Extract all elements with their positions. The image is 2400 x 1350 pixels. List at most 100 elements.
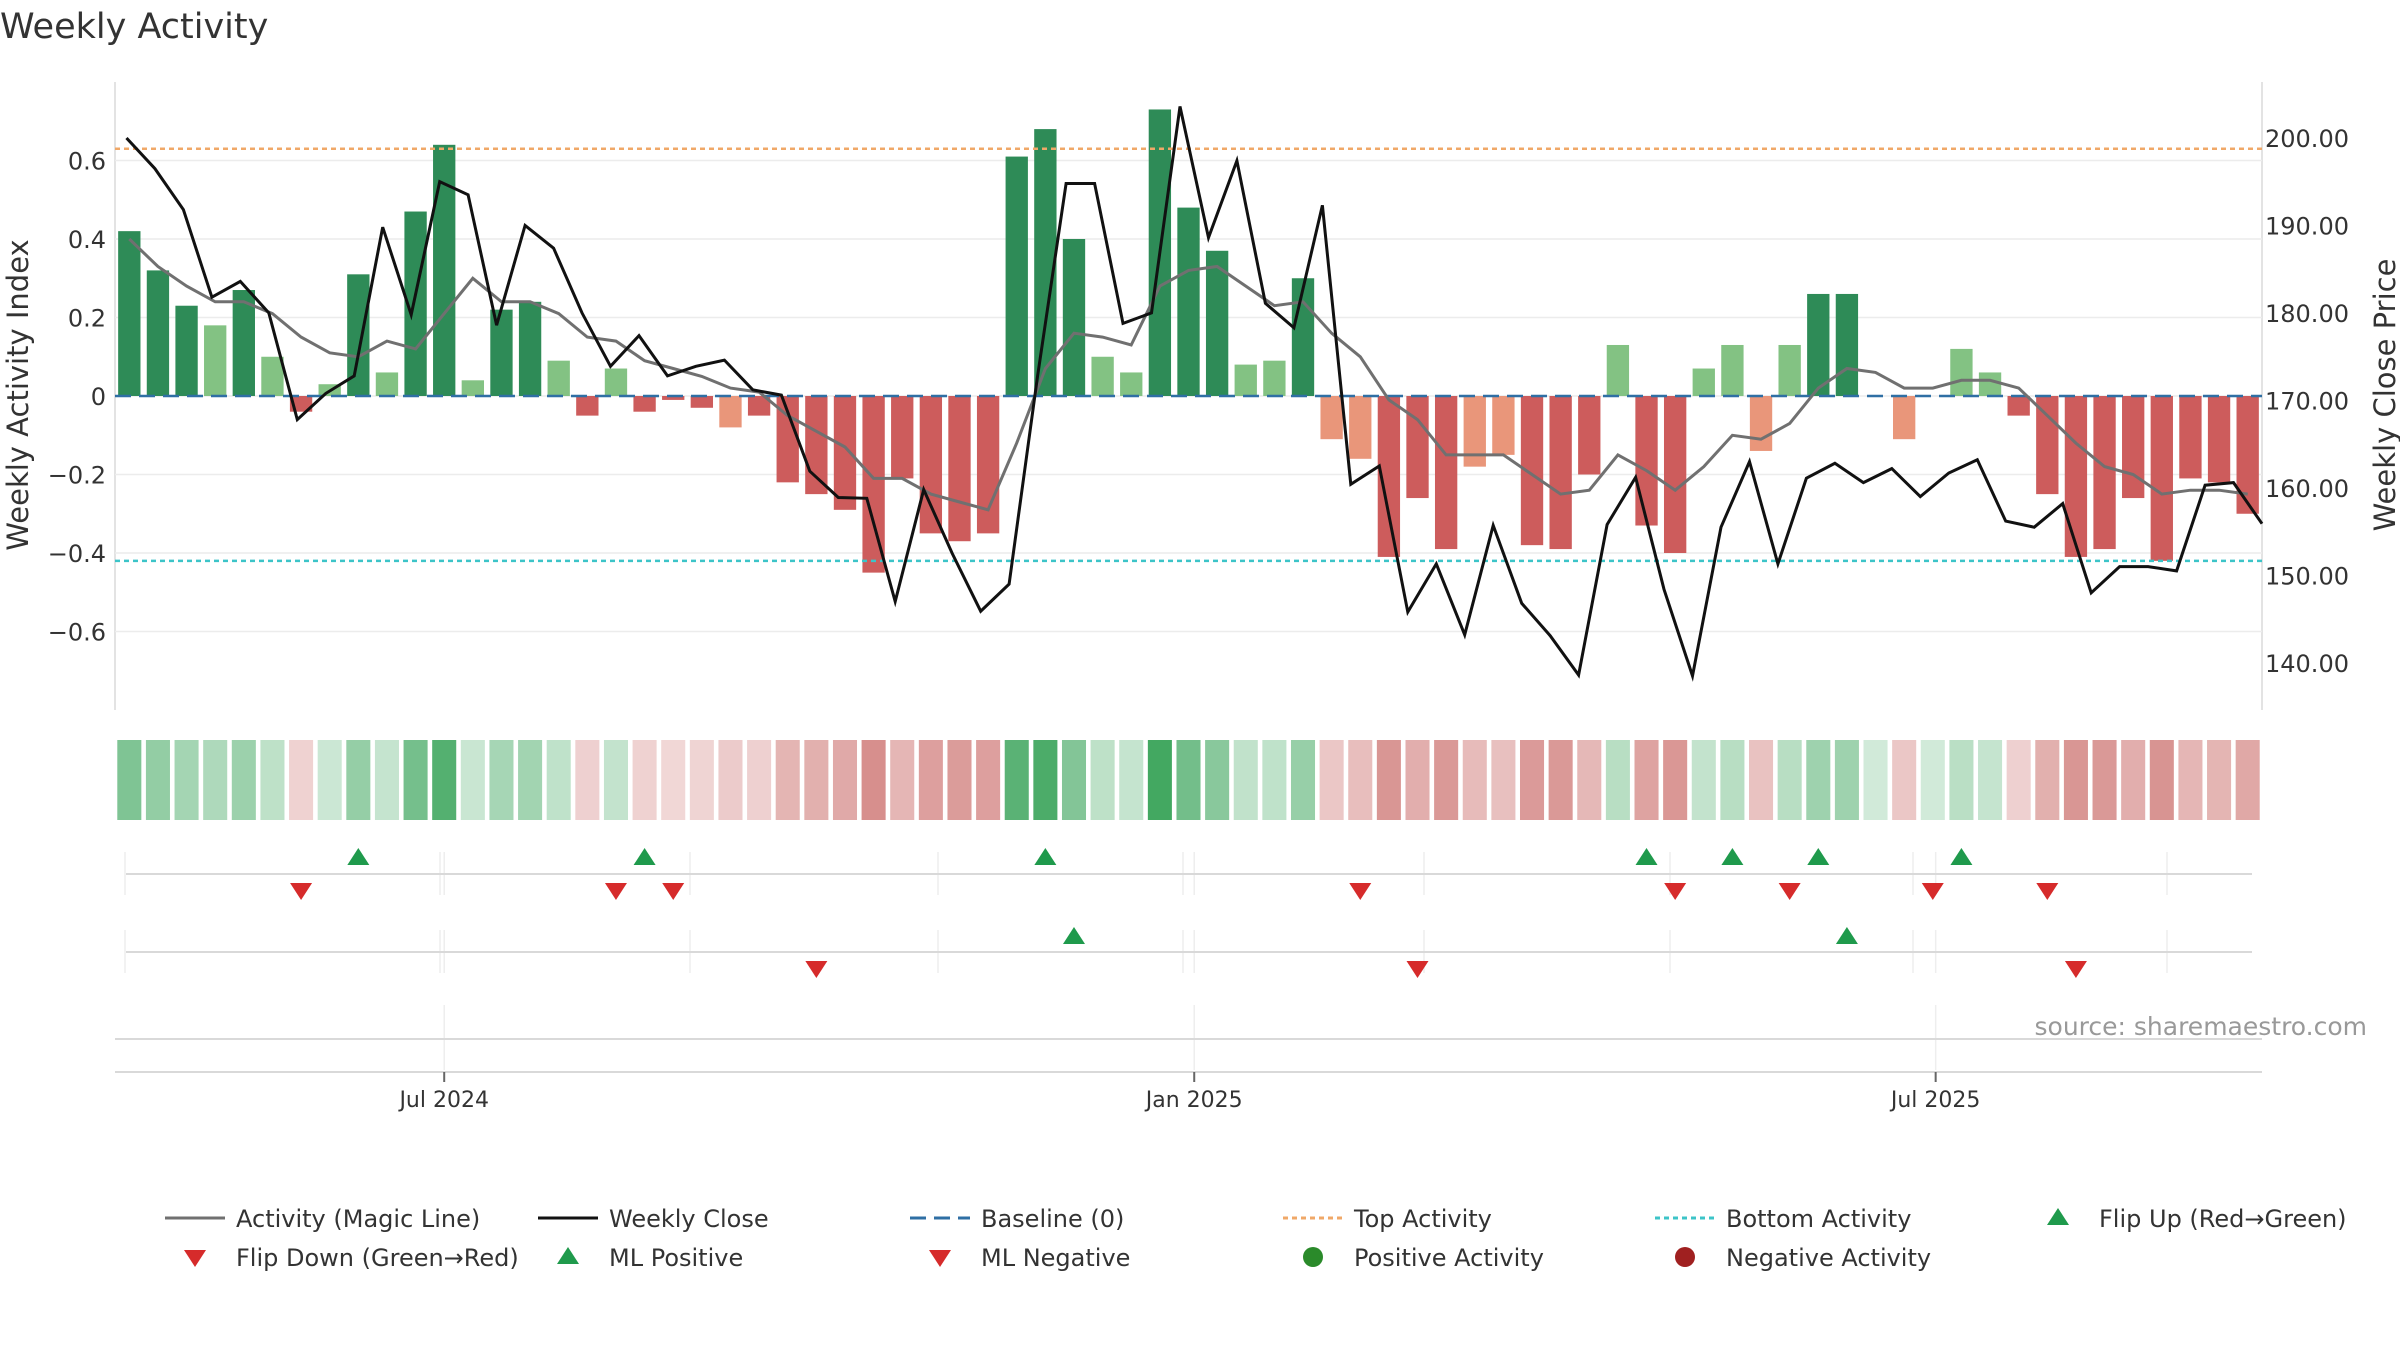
activity-bar [1434,396,1458,550]
y-tick-label: 0.6 [68,148,106,176]
activity-bar [490,309,513,396]
flip-down-marker [290,883,313,900]
y-tick-label: 0 [91,383,106,411]
heat-strip-cell [1090,740,1115,820]
legend-dot-swatch [1675,1247,1695,1267]
heat-strip-cell [117,740,142,820]
flip-down-marker [2036,883,2059,900]
activity-bar [175,305,198,396]
heat-strip-cell [317,740,342,820]
flip-down-marker [1921,883,1944,900]
legend: Activity (Magic Line) Weekly Close Baselin… [165,1205,2347,1272]
ml-negative-marker [1406,961,1429,978]
source-note: source: sharemaestro.com [2035,1012,2368,1041]
heat-strip-cell [203,740,228,820]
activity-bar [2064,396,2088,557]
legend-label: ML Positive [609,1244,743,1272]
weekly-close-line [125,106,2264,682]
activity-bar [576,396,599,416]
flip-markers-panel [124,848,2252,973]
heat-strip-cell [1233,740,1258,820]
heat-strip-cell [1119,740,1144,820]
heat-strip-cell [518,740,543,820]
heat-strip-cell [1892,740,1917,820]
activity-bar [1950,348,1973,396]
heat-strip-cell [1262,740,1287,820]
ml-positive-marker [1062,927,1085,944]
heat-strip-cell [1777,740,1802,820]
activity-bar [118,231,141,396]
activity-bar [747,396,771,416]
legend-triangle-down-swatch [184,1250,206,1267]
heat-strip-cell [2121,740,2146,820]
legend-label: Flip Down (Green→Red) [236,1244,519,1272]
activity-bar [547,360,570,396]
activity-bar [1520,396,1544,546]
y2-tick-label: 140.00 [2265,650,2349,678]
legend-item: Bottom Activity [1655,1205,1911,1233]
activity-bar [662,396,685,400]
activity-bar [1463,396,1486,467]
activity-bar [2122,396,2145,499]
activity-bar [690,396,714,408]
heat-strip-cell [575,740,600,820]
activity-bar [833,396,857,510]
flip-down-marker [604,883,627,900]
activity-heat-strip [117,740,2260,820]
heat-strip-cell [1834,740,1859,820]
magic-line [128,237,2248,512]
bottom-panel [115,1005,2262,1073]
heat-strip-cell [947,740,972,820]
heat-strip-cell [832,740,858,820]
heat-strip-cell [718,740,743,820]
heat-strip-cell [1806,740,1831,820]
heat-strip-cell [2235,740,2260,820]
x-tick-label: Jul 2024 [397,1088,489,1113]
heat-strip-cell [1519,740,1545,820]
x-tick-label: Jul 2025 [1889,1088,1981,1113]
heat-strip-cell [1691,740,1716,820]
heat-strip-cell [2006,740,2031,820]
activity-bar [604,368,628,396]
heat-strip-cell [1319,740,1344,820]
legend-item: Baseline (0) [910,1205,1124,1233]
flip-up-marker [1635,848,1658,865]
activity-bar [1349,396,1372,459]
activity-bar [461,380,484,396]
activity-bar [1807,293,1830,396]
heat-strip-cell [976,740,1001,820]
heat-strip-cell [1147,740,1172,820]
activity-bar [1978,372,2002,396]
y-axis-label: Weekly Activity Index [1,239,35,550]
activity-bar [1291,278,1315,396]
activity-bar [1721,344,1744,396]
heat-strip-cell [918,740,943,820]
heat-strip-cell [1405,740,1430,820]
activity-bar [1005,156,1028,396]
heat-strip-cell [145,740,170,820]
activity-bar [891,396,914,479]
heat-strip-cell [1290,740,1316,820]
heat-strip-cell [231,740,256,820]
heat-strip-cell [1577,740,1602,820]
heat-strip-cell [2063,740,2088,820]
ml-positive-marker [1835,927,1858,944]
y2-tick-label: 150.00 [2265,562,2349,590]
activity-bar [404,211,427,396]
activity-bar [1406,396,1429,499]
activity-bar [1205,250,1229,396]
heat-strip-cell [1462,740,1487,820]
heat-strip-cell [2149,740,2174,820]
y2-axis-label: Weekly Close Price [2368,259,2400,532]
ml-negative-marker [2064,961,2087,978]
heat-strip-cell [546,740,571,820]
x-axis: Jul 2024 Jan 2025 Jul 2025 [397,1072,1980,1113]
activity-bar [232,290,255,396]
ml-negative-marker [805,961,828,978]
heat-strip-cell [1033,740,1058,820]
heat-strip-cell [403,740,428,820]
activity-bar [2207,396,2231,483]
heat-strip-cell [775,740,800,820]
y2-tick-label: 160.00 [2265,475,2349,503]
heat-strip-cell [289,740,314,820]
